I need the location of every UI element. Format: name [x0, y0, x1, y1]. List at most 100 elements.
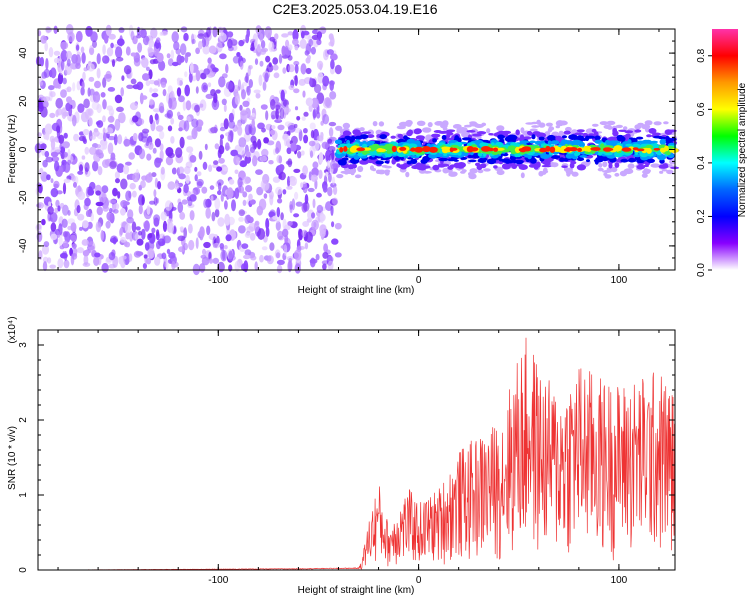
noise-blob	[301, 116, 306, 121]
noise-blob	[203, 241, 211, 249]
noise-blob	[330, 59, 335, 70]
noise-blob	[253, 221, 260, 233]
noise-blob	[196, 178, 204, 187]
noise-blob	[223, 118, 229, 130]
noise-blob	[240, 109, 248, 120]
noise-blob	[70, 222, 77, 232]
signal-blob	[657, 154, 667, 161]
noise-blob	[309, 77, 313, 87]
signal-blob	[365, 141, 374, 147]
noise-blob	[218, 145, 225, 155]
noise-blob	[331, 221, 335, 228]
noise-blob	[129, 102, 138, 111]
signal-blob	[461, 137, 472, 141]
noise-blob	[168, 97, 173, 109]
noise-blob	[49, 264, 56, 269]
noise-blob	[250, 42, 255, 51]
noise-blob	[87, 63, 95, 72]
noise-blob	[179, 226, 184, 231]
noise-blob	[118, 27, 125, 33]
noise-blob	[325, 171, 329, 177]
noise-blob	[178, 95, 185, 103]
noise-blob	[270, 99, 276, 110]
noise-blob	[283, 107, 291, 113]
noise-blob	[241, 82, 248, 87]
noise-blob	[203, 68, 210, 75]
noise-blob	[294, 191, 299, 200]
noise-blob	[171, 61, 179, 67]
signal-blob	[486, 128, 491, 134]
noise-blob	[100, 92, 106, 98]
signal-blob	[442, 167, 450, 174]
noise-blob	[193, 187, 201, 195]
noise-blob	[284, 121, 292, 127]
noise-blob	[156, 229, 160, 237]
noise-blob	[209, 185, 215, 190]
noise-blob	[333, 185, 338, 195]
noise-blob	[116, 38, 125, 46]
noise-blob	[328, 41, 334, 47]
signal-blob	[576, 157, 585, 162]
noise-blob	[89, 181, 96, 190]
noise-blob	[211, 211, 216, 222]
noise-blob	[152, 147, 157, 154]
noise-blob	[272, 64, 279, 71]
signal-blob	[507, 134, 518, 141]
noise-blob	[113, 202, 120, 210]
noise-blob	[276, 259, 285, 265]
noise-blob	[41, 71, 47, 79]
noise-blob	[234, 169, 239, 175]
signal-blob	[558, 153, 567, 159]
signal-blob	[550, 155, 561, 159]
noise-blob	[132, 132, 138, 142]
signal-blob	[340, 137, 346, 141]
noise-blob	[265, 218, 270, 230]
noise-blob	[226, 31, 234, 38]
noise-blob	[42, 159, 48, 168]
signal-blob	[466, 146, 474, 153]
signal-blob	[561, 135, 568, 139]
noise-blob	[42, 256, 49, 263]
signal-blob	[337, 159, 343, 164]
noise-blob	[56, 125, 61, 133]
noise-blob	[314, 84, 322, 94]
signal-blob	[541, 164, 552, 168]
signal-blob	[558, 120, 568, 126]
noise-blob	[63, 259, 70, 269]
noise-blob	[87, 221, 93, 229]
noise-blob	[331, 176, 336, 185]
noise-blob	[259, 48, 267, 55]
noise-blob	[308, 38, 314, 47]
signal-blob	[555, 148, 564, 152]
signal-blob	[384, 143, 395, 150]
noise-blob	[287, 31, 294, 36]
noise-blob	[171, 167, 177, 175]
signal-blob	[526, 130, 533, 135]
signal-blob	[460, 156, 468, 160]
noise-blob	[245, 185, 253, 193]
noise-blob	[149, 87, 153, 93]
noise-blob	[258, 74, 263, 87]
signal-blob	[422, 170, 432, 174]
signal-blob	[666, 169, 674, 175]
noise-blob	[293, 249, 302, 261]
signal-blob	[597, 167, 604, 172]
noise-blob	[50, 178, 54, 184]
signal-blob	[641, 124, 651, 130]
signal-blob	[623, 168, 634, 175]
signal-blob	[536, 161, 541, 168]
noise-blob	[310, 97, 319, 109]
noise-blob	[62, 151, 69, 158]
noise-blob	[188, 72, 193, 83]
noise-blob	[157, 238, 165, 247]
noise-blob	[45, 130, 50, 141]
signal-blob	[605, 140, 616, 144]
signal-blob	[486, 147, 495, 152]
noise-blob	[331, 149, 335, 161]
noise-blob	[48, 85, 55, 91]
noise-blob	[171, 261, 176, 270]
noise-blob	[60, 59, 65, 71]
noise-blob	[264, 26, 272, 39]
colorbar-tick-label: 0.8	[696, 48, 707, 62]
noise-blob	[261, 246, 268, 251]
